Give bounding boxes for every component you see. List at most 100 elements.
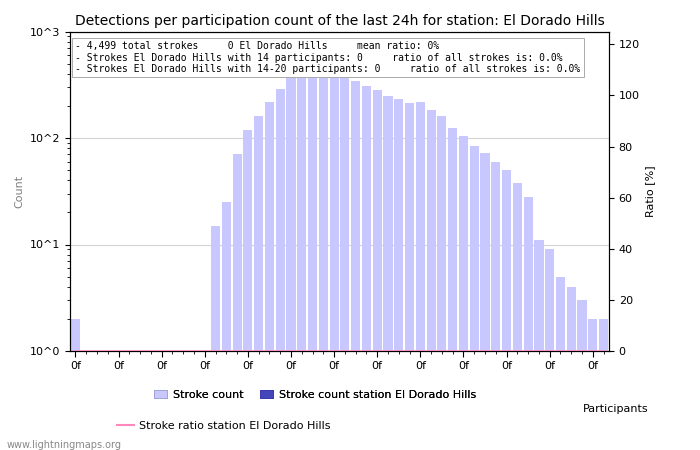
Bar bbox=[405, 103, 414, 450]
Stroke ratio station El Dorado Hills bbox=[254, 348, 262, 354]
Bar bbox=[459, 136, 468, 450]
Bar bbox=[244, 130, 253, 450]
Text: www.lightningmaps.org: www.lightningmaps.org bbox=[7, 440, 122, 450]
Bar bbox=[125, 351, 134, 450]
Bar bbox=[416, 102, 425, 450]
Stroke ratio station El Dorado Hills bbox=[578, 348, 586, 354]
Bar bbox=[556, 277, 565, 450]
Bar bbox=[394, 99, 403, 450]
Bar bbox=[276, 89, 285, 450]
Bar bbox=[567, 287, 576, 450]
Stroke ratio station El Dorado Hills bbox=[373, 348, 382, 354]
Bar bbox=[157, 351, 166, 450]
Stroke ratio station El Dorado Hills bbox=[82, 348, 90, 354]
Bar bbox=[222, 202, 231, 450]
Title: Detections per participation count of the last 24h for station: El Dorado Hills: Detections per participation count of th… bbox=[75, 14, 604, 27]
Stroke ratio station El Dorado Hills bbox=[491, 348, 500, 354]
Stroke ratio station El Dorado Hills bbox=[395, 348, 403, 354]
Bar bbox=[298, 64, 307, 450]
Stroke ratio station El Dorado Hills bbox=[276, 348, 284, 354]
Stroke ratio station El Dorado Hills bbox=[190, 348, 198, 354]
Text: - 4,499 total strokes     0 El Dorado Hills     mean ratio: 0%
- Strokes El Dora: - 4,499 total strokes 0 El Dorado Hills … bbox=[76, 41, 580, 74]
Stroke ratio station El Dorado Hills bbox=[179, 348, 188, 354]
Bar bbox=[384, 95, 393, 450]
Bar bbox=[211, 226, 220, 450]
Bar bbox=[588, 319, 597, 450]
Bar bbox=[254, 116, 263, 450]
Stroke ratio station El Dorado Hills bbox=[384, 348, 392, 354]
Y-axis label: Count: Count bbox=[14, 175, 24, 208]
Stroke ratio station El Dorado Hills bbox=[416, 348, 424, 354]
Bar bbox=[190, 351, 199, 450]
Stroke ratio station El Dorado Hills bbox=[233, 348, 242, 354]
Stroke ratio station El Dorado Hills bbox=[222, 348, 230, 354]
Stroke ratio station El Dorado Hills bbox=[287, 348, 295, 354]
Stroke ratio station El Dorado Hills bbox=[481, 348, 489, 354]
Stroke ratio station El Dorado Hills bbox=[589, 348, 597, 354]
Bar bbox=[438, 116, 447, 450]
Stroke ratio station El Dorado Hills bbox=[92, 348, 102, 354]
Legend: Stroke ratio station El Dorado Hills: Stroke ratio station El Dorado Hills bbox=[113, 417, 335, 436]
Stroke ratio station El Dorado Hills bbox=[114, 348, 122, 354]
Bar bbox=[146, 351, 155, 450]
Stroke ratio station El Dorado Hills bbox=[244, 348, 252, 354]
Stroke ratio station El Dorado Hills bbox=[567, 348, 575, 354]
Bar bbox=[92, 351, 102, 450]
Stroke ratio station El Dorado Hills bbox=[503, 348, 511, 354]
Stroke ratio station El Dorado Hills bbox=[71, 348, 80, 354]
Bar bbox=[136, 351, 145, 450]
Bar bbox=[524, 197, 533, 450]
Stroke ratio station El Dorado Hills bbox=[470, 348, 478, 354]
Stroke ratio station El Dorado Hills bbox=[104, 348, 112, 354]
Stroke ratio station El Dorado Hills bbox=[319, 348, 328, 354]
Bar bbox=[372, 90, 382, 450]
Bar bbox=[448, 128, 457, 450]
Bar bbox=[168, 351, 177, 450]
Stroke ratio station El Dorado Hills bbox=[524, 348, 532, 354]
Bar bbox=[71, 319, 80, 450]
Stroke ratio station El Dorado Hills bbox=[200, 348, 209, 354]
Stroke ratio station El Dorado Hills bbox=[535, 348, 543, 354]
Stroke ratio station El Dorado Hills bbox=[308, 348, 316, 354]
Bar bbox=[362, 86, 371, 450]
Stroke ratio station El Dorado Hills bbox=[556, 348, 565, 354]
Stroke ratio station El Dorado Hills bbox=[168, 348, 176, 354]
Bar bbox=[578, 300, 587, 450]
Bar bbox=[200, 351, 209, 450]
Bar bbox=[308, 54, 317, 450]
Bar bbox=[480, 153, 489, 450]
Stroke ratio station El Dorado Hills bbox=[211, 348, 220, 354]
Bar bbox=[103, 351, 112, 450]
Stroke ratio station El Dorado Hills bbox=[545, 348, 554, 354]
Bar bbox=[351, 81, 360, 450]
Stroke ratio station El Dorado Hills bbox=[147, 348, 155, 354]
Bar bbox=[502, 170, 511, 450]
Stroke ratio station El Dorado Hills bbox=[330, 348, 338, 354]
Stroke ratio station El Dorado Hills bbox=[459, 348, 468, 354]
Y-axis label: Ratio [%]: Ratio [%] bbox=[645, 166, 655, 217]
Stroke ratio station El Dorado Hills bbox=[363, 348, 371, 354]
Bar bbox=[82, 351, 91, 450]
Stroke ratio station El Dorado Hills bbox=[599, 348, 608, 354]
Stroke ratio station El Dorado Hills bbox=[136, 348, 144, 354]
Bar bbox=[340, 75, 349, 450]
Stroke ratio station El Dorado Hills bbox=[427, 348, 435, 354]
Stroke ratio station El Dorado Hills bbox=[513, 348, 522, 354]
Stroke ratio station El Dorado Hills bbox=[298, 348, 306, 354]
Bar bbox=[599, 319, 608, 450]
Bar bbox=[318, 58, 328, 450]
Bar bbox=[178, 351, 188, 450]
Bar bbox=[470, 145, 479, 450]
Stroke ratio station El Dorado Hills bbox=[351, 348, 360, 354]
Stroke ratio station El Dorado Hills bbox=[158, 348, 166, 354]
Bar bbox=[114, 351, 123, 450]
Text: Participants: Participants bbox=[583, 404, 649, 414]
Bar bbox=[545, 249, 554, 450]
Bar bbox=[330, 65, 339, 450]
Stroke ratio station El Dorado Hills bbox=[341, 348, 349, 354]
Stroke ratio station El Dorado Hills bbox=[449, 348, 457, 354]
Bar bbox=[265, 102, 274, 450]
Stroke ratio station El Dorado Hills bbox=[125, 348, 134, 354]
Stroke ratio station El Dorado Hills bbox=[405, 348, 414, 354]
Bar bbox=[534, 240, 543, 450]
